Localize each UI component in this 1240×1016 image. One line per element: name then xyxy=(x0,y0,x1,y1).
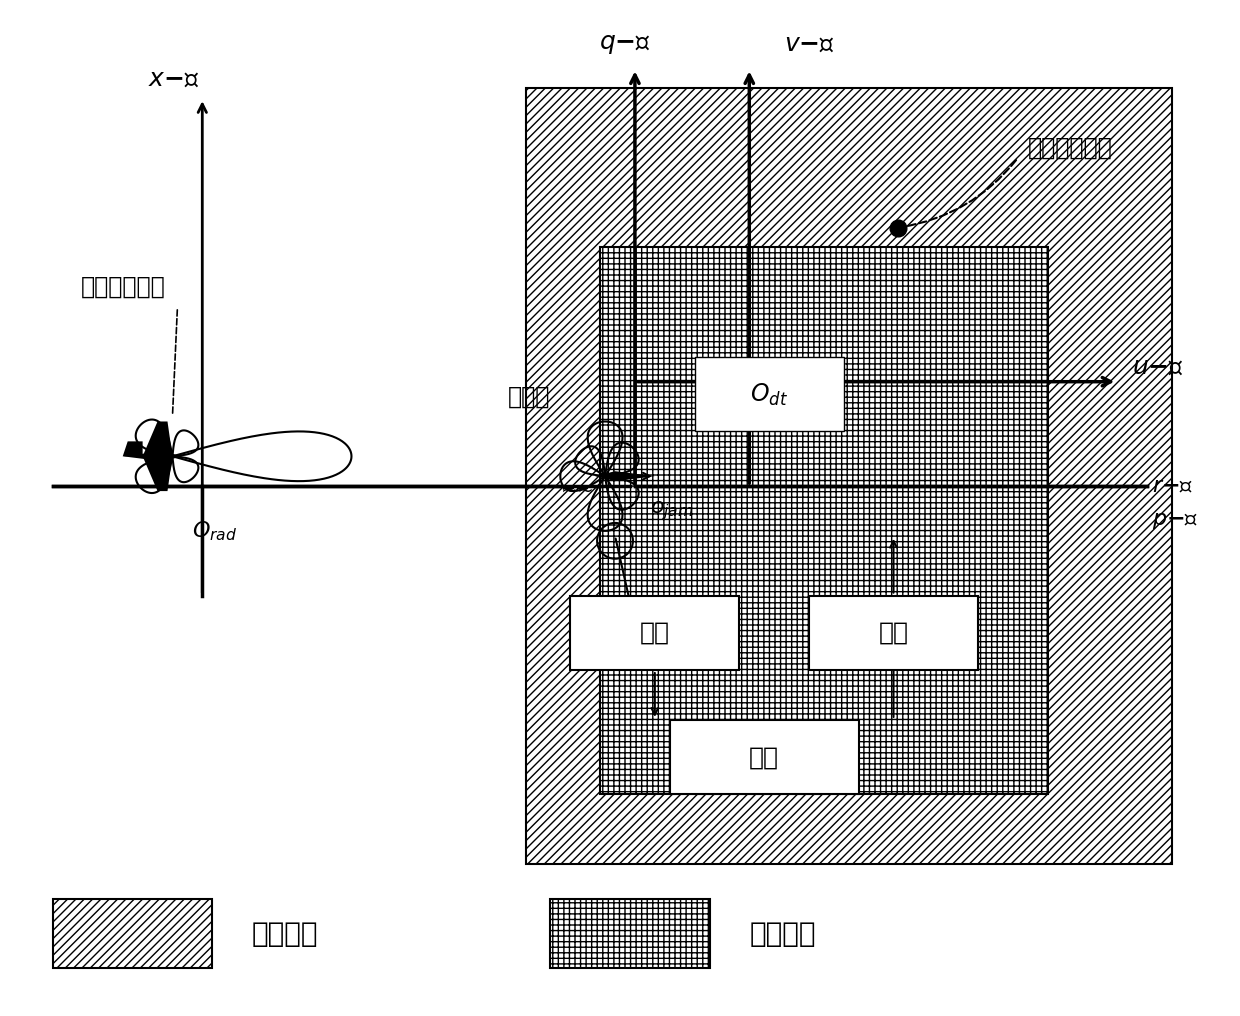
Text: $r$−轴: $r$−轴 xyxy=(1152,477,1193,496)
Polygon shape xyxy=(123,441,143,456)
Text: 侦收: 侦收 xyxy=(640,621,670,645)
Text: $v$−轴: $v$−轴 xyxy=(784,31,835,56)
Bar xyxy=(551,899,709,968)
Bar xyxy=(670,719,858,795)
Polygon shape xyxy=(595,471,655,482)
Polygon shape xyxy=(143,422,172,456)
Text: 虚假散射中心: 虚假散射中心 xyxy=(1028,136,1112,160)
Text: $p$−轴: $p$−轴 xyxy=(1152,511,1198,531)
Polygon shape xyxy=(123,451,182,461)
Bar xyxy=(570,595,739,671)
Text: $O_{rad}$: $O_{rad}$ xyxy=(192,519,238,543)
Polygon shape xyxy=(143,456,172,491)
Bar xyxy=(526,88,1172,864)
Text: 合成孔径雷达: 合成孔径雷达 xyxy=(81,275,165,300)
Bar xyxy=(53,899,212,968)
FancyBboxPatch shape xyxy=(694,357,843,432)
Text: $x$−轴: $x$−轴 xyxy=(148,66,200,90)
Text: 转发: 转发 xyxy=(878,621,909,645)
Text: ~~: ~~ xyxy=(560,482,600,501)
Text: $o_{jam}$: $o_{jam}$ xyxy=(650,500,693,522)
Text: $O_{dt}$: $O_{dt}$ xyxy=(750,382,789,407)
Text: 调制: 调制 xyxy=(749,745,779,769)
Text: $u$−轴: $u$−轴 xyxy=(1132,355,1184,379)
Bar xyxy=(808,595,978,671)
Text: $q$−轴: $q$−轴 xyxy=(599,31,651,56)
Text: 电磁欺骗: 电磁欺骗 xyxy=(749,919,816,948)
Bar xyxy=(600,248,1048,795)
Text: ~~: ~~ xyxy=(560,481,590,498)
Text: 真实场景: 真实场景 xyxy=(252,919,319,948)
Text: 干扰机: 干扰机 xyxy=(508,385,551,408)
